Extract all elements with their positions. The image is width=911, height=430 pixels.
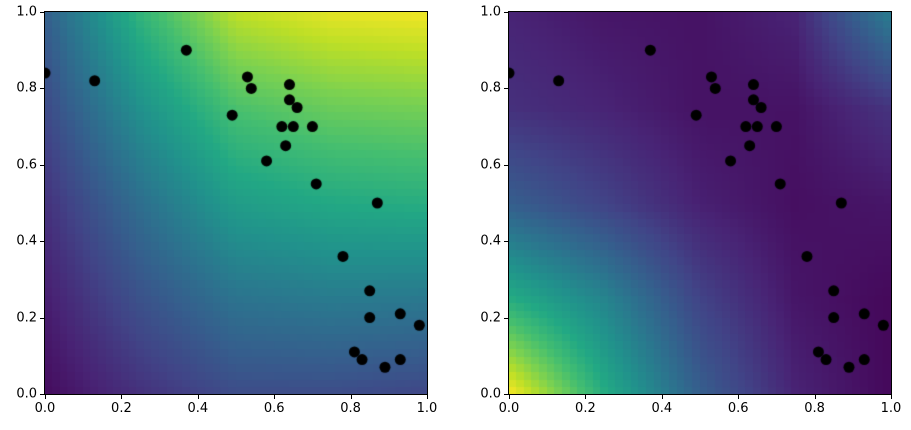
y-tick-mark xyxy=(40,12,44,13)
y-tick-mark xyxy=(504,241,508,243)
left-heatmap-scatter-canvas xyxy=(45,12,427,394)
x-tick-label: 0.0 xyxy=(34,401,56,416)
x-tick-label: 1.0 xyxy=(416,401,438,416)
y-tick-mark xyxy=(40,394,44,395)
x-tick-label: 1.0 xyxy=(880,401,902,416)
x-tick-label: 0.6 xyxy=(263,401,285,416)
y-tick-mark xyxy=(40,164,44,166)
right-heatmap-panel xyxy=(508,11,892,395)
x-tick-mark xyxy=(45,395,46,399)
y-tick-mark xyxy=(504,88,508,90)
right-heatmap-scatter-canvas xyxy=(509,12,891,394)
y-tick-label: 0.4 xyxy=(480,233,501,249)
y-tick-label: 0.2 xyxy=(480,310,501,326)
x-tick-label: 0.8 xyxy=(340,401,361,416)
x-tick-mark xyxy=(350,395,352,399)
y-tick-mark xyxy=(504,394,508,395)
y-tick-label: 1.0 xyxy=(480,4,501,20)
x-tick-mark xyxy=(738,395,740,399)
x-tick-mark xyxy=(814,395,816,399)
y-tick-label: 0.0 xyxy=(480,386,501,402)
y-tick-mark xyxy=(504,12,508,13)
y-tick-mark xyxy=(40,241,44,243)
y-tick-label: 0.8 xyxy=(480,80,501,96)
y-tick-label: 1.0 xyxy=(16,4,37,20)
x-tick-mark xyxy=(891,395,892,399)
y-tick-label: 0.8 xyxy=(16,80,37,96)
y-tick-mark xyxy=(40,317,44,319)
x-tick-label: 0.2 xyxy=(575,401,596,416)
y-tick-label: 0.6 xyxy=(16,157,37,173)
x-tick-mark xyxy=(197,395,199,399)
x-tick-mark xyxy=(427,395,428,399)
y-tick-label: 0.4 xyxy=(16,233,37,249)
y-tick-mark xyxy=(504,164,508,166)
x-tick-mark xyxy=(509,395,510,399)
y-tick-label: 0.2 xyxy=(16,310,37,326)
x-tick-label: 0.4 xyxy=(651,401,673,416)
x-tick-label: 0.2 xyxy=(111,401,132,416)
y-tick-mark xyxy=(504,317,508,319)
x-tick-mark xyxy=(274,395,276,399)
x-tick-label: 0.0 xyxy=(498,401,520,416)
x-tick-label: 0.6 xyxy=(727,401,749,416)
x-tick-mark xyxy=(121,395,123,399)
x-tick-mark xyxy=(661,395,663,399)
x-tick-mark xyxy=(585,395,587,399)
y-tick-label: 0.0 xyxy=(16,386,37,402)
left-heatmap-panel xyxy=(44,11,428,395)
x-tick-label: 0.8 xyxy=(804,401,825,416)
y-tick-mark xyxy=(40,88,44,90)
x-tick-label: 0.4 xyxy=(187,401,209,416)
y-tick-label: 0.6 xyxy=(480,157,501,173)
